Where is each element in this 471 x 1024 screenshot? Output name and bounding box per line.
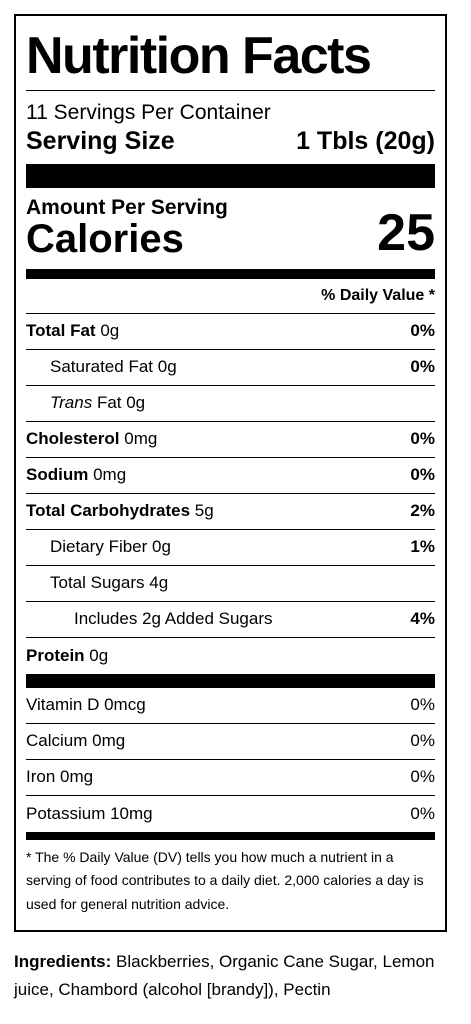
nutrient-row-total-fat: Total Fat 0g 0% (26, 314, 435, 350)
nutrient-dv: 0% (410, 357, 435, 377)
vitamin-dv: 0% (410, 767, 435, 787)
nutrient-amount: 5g (194, 501, 214, 521)
nutrient-row-cholesterol: Cholesterol 0mg 0% (26, 422, 435, 458)
vitamin-row-vitamin-d: Vitamin D 0mcg 0% (26, 688, 435, 724)
nutrient-name: Saturated Fat (50, 357, 154, 377)
vitamins-divider (26, 673, 435, 688)
nutrient-row-dietary-fiber: Dietary Fiber 0g 1% (26, 530, 435, 566)
nutrient-amount: 0mg (93, 465, 127, 485)
nutrient-dv: 0% (410, 321, 435, 341)
nutrient-amount: Fat 0g (96, 393, 146, 413)
vitamin-name: Vitamin D 0mcg (26, 695, 146, 715)
vitamin-name: Calcium 0mg (26, 731, 126, 751)
vitamin-dv: 0% (410, 803, 435, 823)
nutrient-amount: 0g (89, 645, 109, 665)
serving-size-value: 1 Tbls (20g) (296, 127, 435, 156)
nutrient-row-total-sugars: Total Sugars 4g (26, 566, 435, 602)
nutrient-name: Dietary Fiber (50, 537, 148, 557)
nutrient-amount: 0mg (124, 429, 158, 449)
nutrient-amount: 0g (157, 357, 177, 377)
nutrient-dv: 1% (410, 537, 435, 557)
nutrition-facts-label: Nutrition Facts 11 Servings Per Containe… (14, 14, 447, 932)
vitamin-row-iron: Iron 0mg 0% (26, 760, 435, 796)
servings-per-container: 11 Servings Per Container (26, 101, 271, 124)
vitamin-dv: 0% (410, 731, 435, 751)
nutrient-dv: 4% (410, 609, 435, 629)
nutrient-name: Total Carbohydrates (26, 501, 191, 521)
ingredients-statement: Ingredients: Blackberries, Organic Cane … (14, 948, 454, 1004)
serving-size-row: Serving Size 1 Tbls (20g) (26, 128, 435, 156)
medium-divider (26, 268, 435, 279)
calories-value: 25 (377, 203, 435, 262)
amount-per-serving: Amount Per Serving (26, 195, 228, 219)
nutrient-name: Cholesterol (26, 429, 120, 449)
nutrient-amount: 0g (100, 321, 120, 341)
nutrient-name: Sodium (26, 465, 89, 485)
vitamin-row-calcium: Calcium 0mg 0% (26, 724, 435, 760)
nutrient-row-total-carbohydrates: Total Carbohydrates 5g 2% (26, 494, 435, 530)
label-title: Nutrition Facts (26, 27, 372, 85)
nutrient-name: Protein (26, 645, 85, 665)
nutrient-dv: 2% (410, 501, 435, 521)
nutrient-row-protein: Protein 0g (26, 638, 435, 674)
nutrient-name: Total Fat (26, 321, 96, 341)
serving-size-label: Serving Size (26, 127, 175, 156)
nutrient-row-saturated-fat: Saturated Fat 0g 0% (26, 350, 435, 386)
nutrient-row-added-sugars: Includes 2g Added Sugars 4% (26, 602, 435, 638)
nutrient-amount: 0g (152, 537, 171, 557)
vitamin-dv: 0% (410, 695, 435, 715)
calories-row: Calories 25 (26, 207, 435, 261)
nutrient-dv: 0% (410, 429, 435, 449)
nutrient-row-sodium: Sodium 0mg 0% (26, 458, 435, 494)
thick-divider (26, 163, 435, 188)
calories-label: Calories (26, 216, 184, 261)
ingredients-text: Blackberries, Organic Cane Sugar, Lemon … (14, 952, 435, 1000)
daily-value-header: % Daily Value * (26, 279, 435, 314)
nutrient-row-trans-fat: Trans Fat 0g (26, 386, 435, 422)
nutrient-amount: 4g (149, 573, 169, 593)
vitamin-name: Potassium 10mg (26, 803, 153, 823)
daily-value-footnote: * The % Daily Value (DV) tells you how m… (26, 848, 424, 913)
title-divider (26, 90, 435, 91)
ingredients-label: Ingredients: (14, 952, 112, 971)
vitamin-row-potassium: Potassium 10mg 0% (26, 796, 435, 832)
nutrient-name: Includes 2g Added Sugars (74, 609, 273, 629)
vitamin-name: Iron 0mg (26, 767, 94, 787)
nutrient-name: Total Sugars (50, 573, 145, 593)
nutrient-dv: 0% (410, 465, 435, 485)
nutrient-name: Trans (50, 393, 93, 413)
footnote-divider (26, 831, 435, 840)
